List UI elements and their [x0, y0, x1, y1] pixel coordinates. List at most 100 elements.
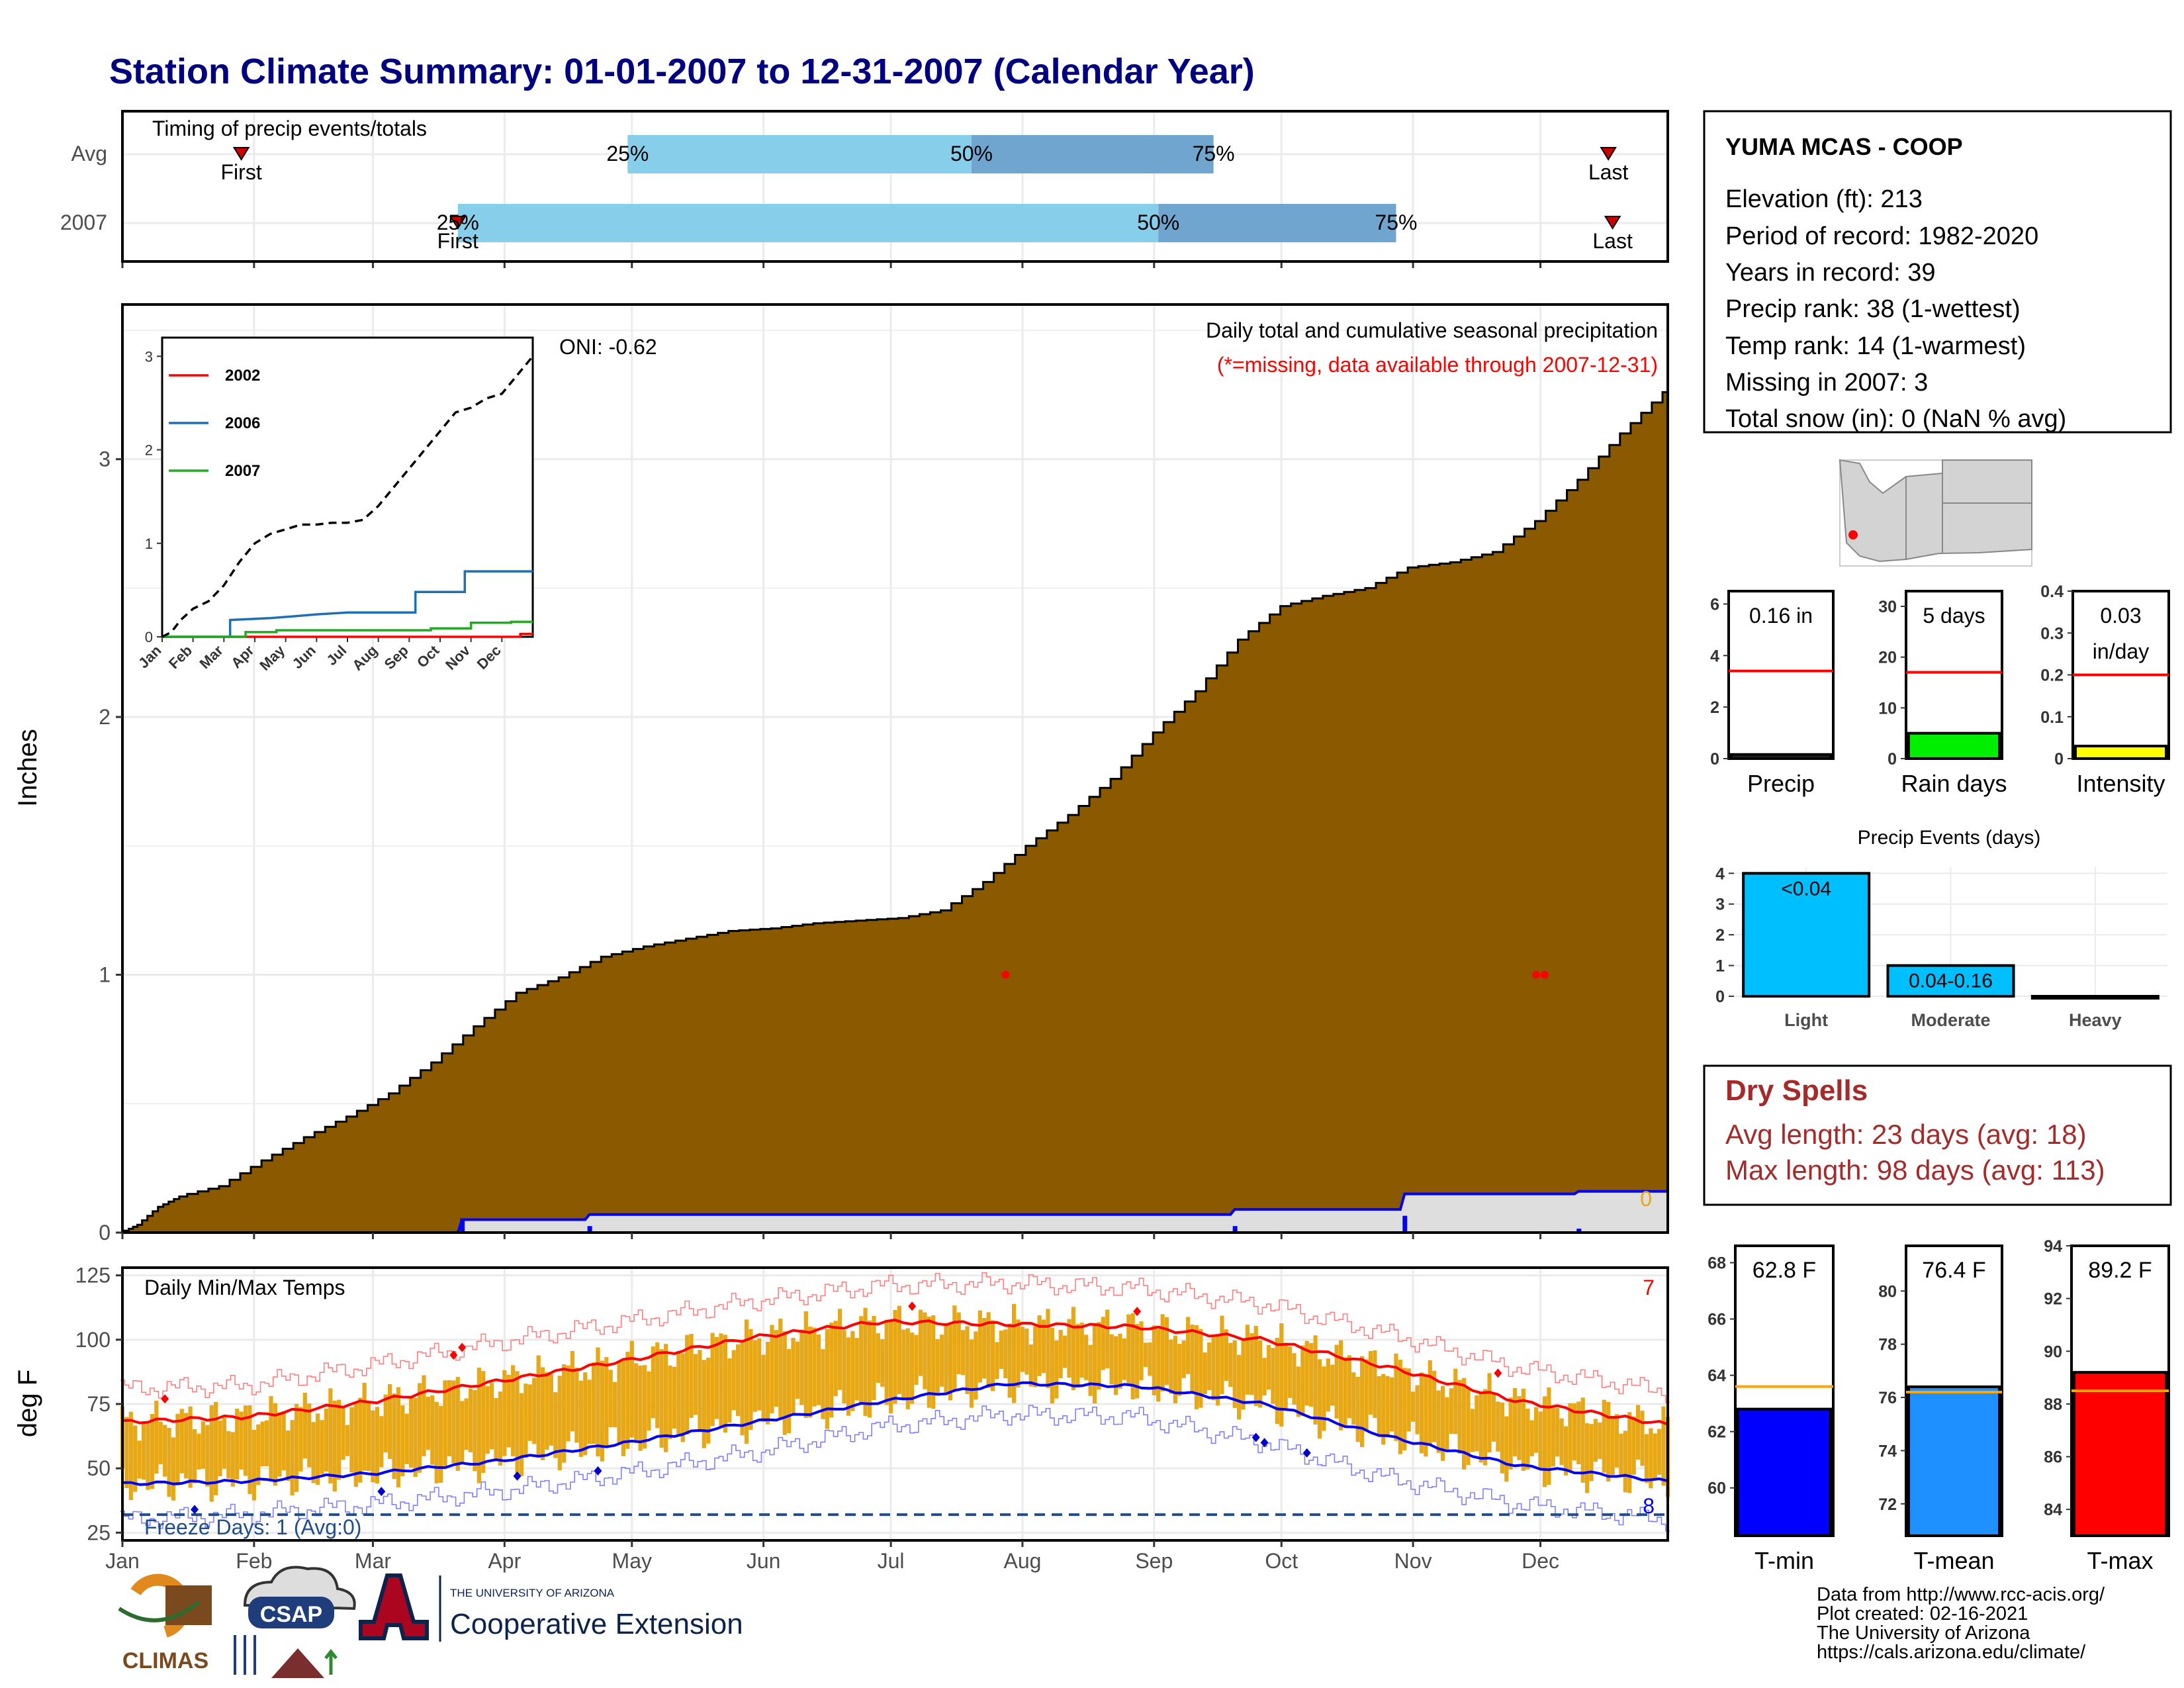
daily-temp-bar: [392, 1393, 396, 1479]
daily-temp-bar: [625, 1352, 630, 1449]
daily-temp-bar: [1551, 1407, 1555, 1467]
record-low-envelope: [120, 1405, 1670, 1532]
ua-big-text: Cooperative Extension: [450, 1608, 743, 1640]
daily-temp-bar: [617, 1362, 621, 1445]
daily-temp-bar: [1122, 1338, 1127, 1380]
daily-precip-bar: [587, 1226, 592, 1233]
daily-temp-bar: [1457, 1380, 1462, 1454]
daily-temp-bar: [413, 1397, 418, 1477]
daily-precip-bar: [1402, 1215, 1408, 1233]
event-y-tick-label: 2: [1715, 926, 1725, 945]
daily-temp-bar: [226, 1430, 231, 1479]
event-bar-label: 0.04-0.16: [1909, 970, 1993, 992]
daily-temp-bar: [1381, 1374, 1386, 1445]
daily-temp-bar: [307, 1403, 312, 1468]
month-label: Apr: [488, 1549, 521, 1573]
daily-temp-bar: [566, 1365, 570, 1442]
daily-temp-bar: [1181, 1340, 1186, 1378]
daily-temp-bar: [969, 1339, 974, 1408]
summary-y-tick-label: 0: [1888, 750, 1897, 769]
precip-caption: Daily total and cumulative seasonal prec…: [1206, 318, 1658, 342]
daily-temp-bar: [600, 1360, 604, 1462]
daily-temp-bar: [1415, 1385, 1420, 1434]
summary-y-tick-label: 2: [1710, 698, 1719, 717]
timing-panel: Timing of precip events/totals Avg 2007 …: [60, 110, 1669, 268]
daily-temp-bar: [931, 1315, 936, 1409]
daily-temp-bar: [927, 1316, 931, 1408]
summary-y-tick-label: 62: [1707, 1423, 1726, 1442]
daily-temp-bar: [1649, 1428, 1653, 1489]
daily-temp-bar: [846, 1337, 851, 1416]
daily-temp-bar: [1440, 1385, 1445, 1461]
daily-temp-bar: [1644, 1434, 1649, 1483]
timing-p75-label: 75%: [1375, 211, 1417, 234]
daily-temp-bar: [1614, 1414, 1619, 1468]
precip-y-axis-label: Inches: [13, 729, 42, 807]
daily-temp-bar: [1313, 1335, 1318, 1425]
precip-right-value: 0: [1640, 1187, 1652, 1211]
timing-p25-label: 25%: [437, 211, 479, 234]
timing-bar-lower: [627, 135, 972, 173]
timing-first-label: First: [437, 229, 478, 253]
daily-temp-bar: [812, 1327, 817, 1407]
daily-temp-bar: [1470, 1409, 1475, 1452]
daily-temp-bar: [1084, 1335, 1089, 1380]
csap-logo: CSAP: [234, 1566, 356, 1678]
daily-temp-bar: [1266, 1344, 1271, 1390]
event-y-tick-label: 4: [1715, 865, 1725, 883]
daily-temp-bar: [184, 1413, 189, 1479]
summary-y-tick-label: 0.4: [2040, 583, 2064, 601]
daily-temp-bar: [523, 1383, 528, 1458]
daily-precip-bar: [1232, 1226, 1238, 1233]
daily-temp-bar: [1377, 1376, 1381, 1436]
timing-p50-label: 50%: [1137, 211, 1179, 234]
daily-temp-bar: [1338, 1340, 1343, 1430]
daily-temp-bar: [1058, 1329, 1063, 1379]
month-label: Mar: [355, 1549, 391, 1573]
precip-y-tick-label: 2: [99, 705, 111, 729]
daily-temp-bar: [362, 1382, 367, 1471]
temp-y-axis-label: deg F: [13, 1370, 42, 1437]
daily-temp-bar: [214, 1401, 218, 1495]
summary-y-tick-label: 64: [1707, 1367, 1726, 1385]
month-label: Jun: [747, 1549, 781, 1573]
daily-temp-bar: [1177, 1343, 1182, 1396]
daily-temp-bar: [422, 1375, 426, 1456]
daily-temp-bar: [1237, 1354, 1242, 1420]
summary-y-tick-label: 0.3: [2040, 624, 2064, 643]
daily-temp-bar: [719, 1333, 723, 1428]
daily-temp-bar: [956, 1312, 961, 1375]
summary-y-tick-label: 92: [2044, 1290, 2062, 1309]
daily-temp-bar: [277, 1412, 282, 1477]
missing-data-marker: [1540, 970, 1549, 979]
daily-temp-bar: [872, 1315, 876, 1401]
daily-temp-bar: [1211, 1335, 1216, 1401]
daily-temp-bar: [1054, 1340, 1059, 1399]
daily-temp-bar: [1028, 1344, 1033, 1387]
daily-temp-bar: [1538, 1411, 1543, 1470]
daily-temp-bar: [553, 1392, 558, 1458]
daily-temp-bar: [965, 1326, 970, 1395]
daily-temp-bar: [256, 1424, 261, 1485]
daily-temp-bar: [574, 1368, 579, 1443]
daily-temp-bar: [1529, 1420, 1534, 1456]
daily-temp-bar: [426, 1396, 430, 1450]
daily-temp-bar: [498, 1391, 503, 1466]
timing-title: Timing of precip events/totals: [152, 117, 427, 140]
daily-temp-bar: [702, 1360, 706, 1448]
missing-data-marker: [1532, 970, 1541, 979]
daily-temp-bar: [897, 1305, 902, 1394]
daily-temp-bar: [761, 1354, 766, 1422]
daily-temp-bar: [477, 1368, 481, 1483]
daily-temp-bar: [1602, 1399, 1606, 1473]
daily-temp-bar: [1351, 1372, 1356, 1425]
event-bar-heavy: [2030, 995, 2160, 1000]
summary-y-tick-label: 78: [1878, 1336, 1897, 1354]
daily-temp-bar: [286, 1430, 291, 1481]
station-line: Years in record: 39: [1725, 259, 1936, 287]
daily-temp-bar: [1109, 1334, 1114, 1385]
daily-temp-bar: [1075, 1324, 1080, 1388]
daily-temp-bar: [591, 1362, 596, 1444]
daily-temp-bar: [990, 1320, 995, 1391]
event-category-label: Heavy: [2069, 1010, 2122, 1030]
